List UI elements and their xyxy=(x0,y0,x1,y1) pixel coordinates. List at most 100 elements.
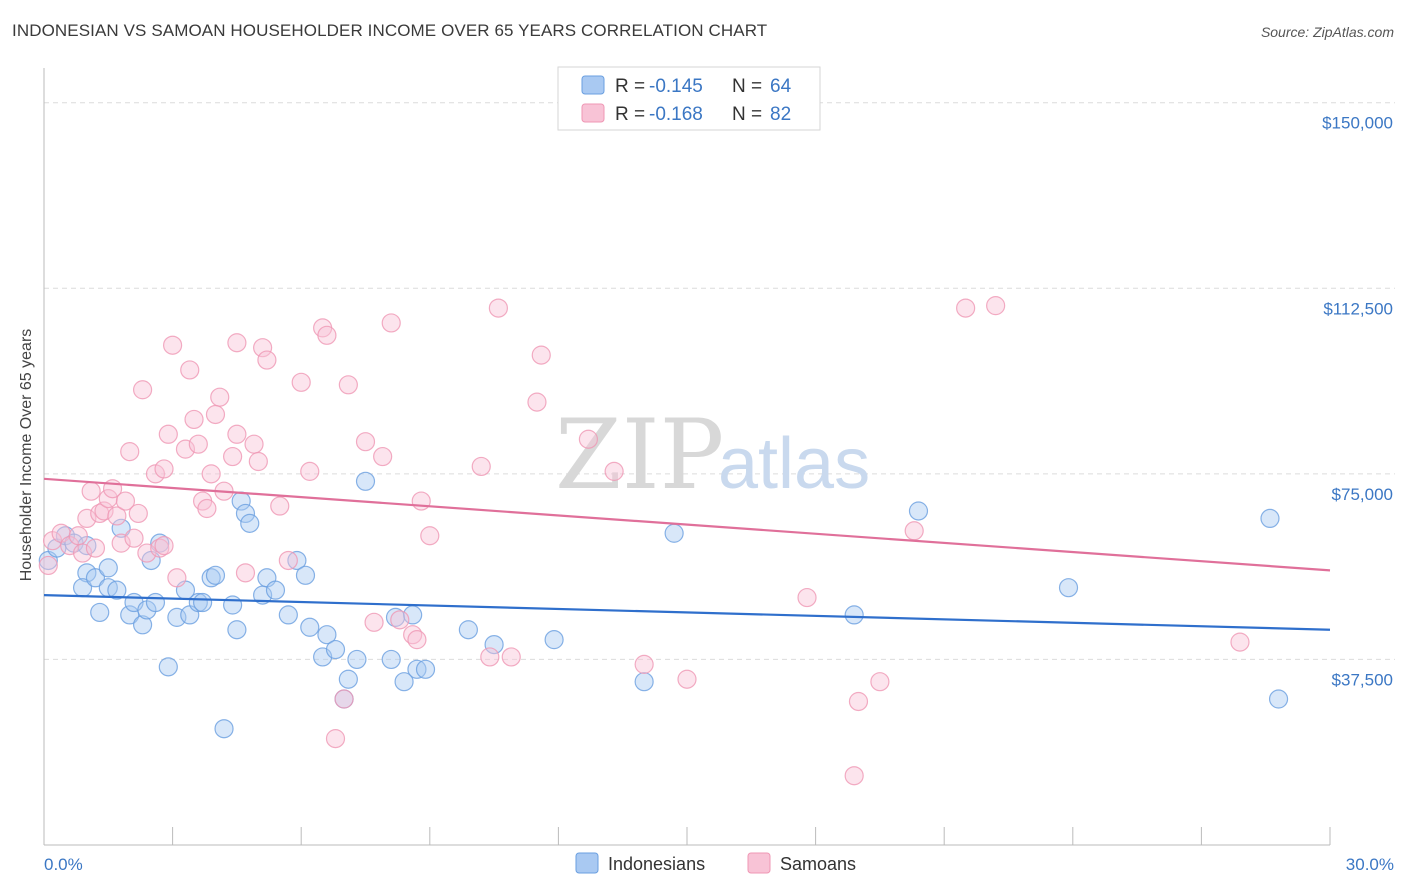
point-indonesians xyxy=(188,592,208,613)
point-samoans xyxy=(270,496,290,516)
point-samoans xyxy=(38,555,58,576)
point-indonesians xyxy=(107,580,127,600)
y-tick-labels: $37,500 $75,000 $112,500 $150,000 xyxy=(1322,114,1393,690)
point-samoans xyxy=(85,538,106,558)
legend-n-value-2: 82 xyxy=(770,104,791,125)
axes xyxy=(43,68,1331,846)
point-indonesians xyxy=(484,634,504,655)
y-tick-label: $112,500 xyxy=(1323,299,1393,318)
point-samoans xyxy=(904,521,924,541)
legend-n-value-1: 64 xyxy=(770,76,792,97)
legend-swatch-samoans xyxy=(581,103,605,123)
point-indonesians xyxy=(1260,508,1280,529)
point-samoans xyxy=(488,298,508,318)
point-indonesians xyxy=(338,669,358,689)
point-samoans xyxy=(107,506,127,526)
point-indonesians xyxy=(325,639,346,660)
point-samoans xyxy=(167,568,187,588)
point-indonesians xyxy=(214,719,234,739)
correlation-legend: R = -0.145 N = 64 R = -0.168 N = 82 xyxy=(557,66,821,131)
x-tick-labels: 0.0% 30.0% xyxy=(44,855,1394,874)
point-indonesians xyxy=(111,518,131,538)
y-tick-label: $37,500 xyxy=(1332,670,1393,689)
point-samoans xyxy=(381,313,401,333)
point-indonesians xyxy=(278,605,298,625)
point-samoans xyxy=(848,691,869,712)
series-label-indonesians: Indonesians xyxy=(608,854,705,874)
legend-n-label-2: N = xyxy=(732,104,762,125)
point-samoans xyxy=(420,526,440,546)
point-indonesians xyxy=(227,620,247,640)
point-samoans xyxy=(407,630,427,650)
point-samoans xyxy=(132,380,153,400)
point-indonesians xyxy=(205,565,226,585)
point-indonesians xyxy=(98,558,118,578)
point-samoans xyxy=(205,404,226,425)
point-samoans xyxy=(128,503,148,524)
point-samoans xyxy=(248,451,268,472)
point-indonesians xyxy=(394,672,414,692)
point-indonesians xyxy=(265,580,286,600)
source-credit: Source: ZipAtlas.com xyxy=(1260,24,1394,40)
point-samoans xyxy=(154,536,174,556)
point-indonesians xyxy=(85,568,106,588)
point-indonesians xyxy=(1058,578,1079,598)
trend-lines xyxy=(43,477,1331,631)
point-samoans xyxy=(471,456,491,477)
point-indonesians xyxy=(1268,689,1289,709)
point-samoans xyxy=(844,766,864,786)
point-samoans xyxy=(235,563,256,583)
point-samoans xyxy=(956,298,976,318)
point-samoans xyxy=(278,550,298,571)
point-samoans xyxy=(188,434,208,454)
point-samoans xyxy=(77,508,97,529)
point-samoans xyxy=(72,543,93,563)
point-indonesians xyxy=(381,649,401,670)
point-samoans xyxy=(180,360,200,380)
point-indonesians xyxy=(347,649,367,670)
point-samoans xyxy=(111,533,131,553)
point-samoans xyxy=(604,461,624,481)
point-samoans xyxy=(120,442,140,462)
point-indonesians xyxy=(193,592,213,613)
x-tick-label-min: 0.0% xyxy=(44,855,83,874)
point-indonesians xyxy=(223,595,243,615)
point-indonesians xyxy=(90,602,110,623)
point-indonesians xyxy=(235,503,256,524)
point-samoans xyxy=(197,498,217,519)
point-samoans xyxy=(501,647,521,667)
watermark-zip: ZIP xyxy=(555,399,724,511)
series-swatch-indonesians xyxy=(575,852,599,874)
point-samoans xyxy=(257,350,277,370)
legend-r-value-1: -0.145 xyxy=(649,76,703,97)
trend-line-samoans xyxy=(43,477,1331,572)
point-samoans xyxy=(797,587,817,608)
point-indonesians xyxy=(317,625,337,645)
point-samoans xyxy=(210,387,230,407)
point-samoans xyxy=(1230,632,1250,652)
point-samoans xyxy=(300,461,320,481)
legend-n-label-1: N = xyxy=(732,76,762,97)
point-samoans xyxy=(253,338,273,358)
point-samoans xyxy=(223,446,243,467)
point-indonesians xyxy=(355,471,376,491)
point-samoans xyxy=(184,409,204,430)
point-samoans xyxy=(334,689,354,709)
series-swatch-samoans xyxy=(747,852,771,874)
point-indonesians xyxy=(240,513,260,533)
point-samoans xyxy=(986,296,1006,316)
data-points xyxy=(38,296,1289,786)
point-samoans xyxy=(124,528,144,548)
point-samoans xyxy=(201,464,221,484)
point-samoans xyxy=(163,335,183,355)
point-samoans xyxy=(68,526,88,546)
point-samoans xyxy=(317,325,337,345)
legend-r-value-2: -0.168 xyxy=(649,104,703,125)
y-tick-label: $150,000 xyxy=(1322,114,1393,133)
point-indonesians xyxy=(415,659,436,679)
series-label-samoans: Samoans xyxy=(780,854,856,874)
point-samoans xyxy=(175,439,196,459)
point-samoans xyxy=(244,434,264,454)
legend-r-label-1: R = xyxy=(615,76,645,97)
